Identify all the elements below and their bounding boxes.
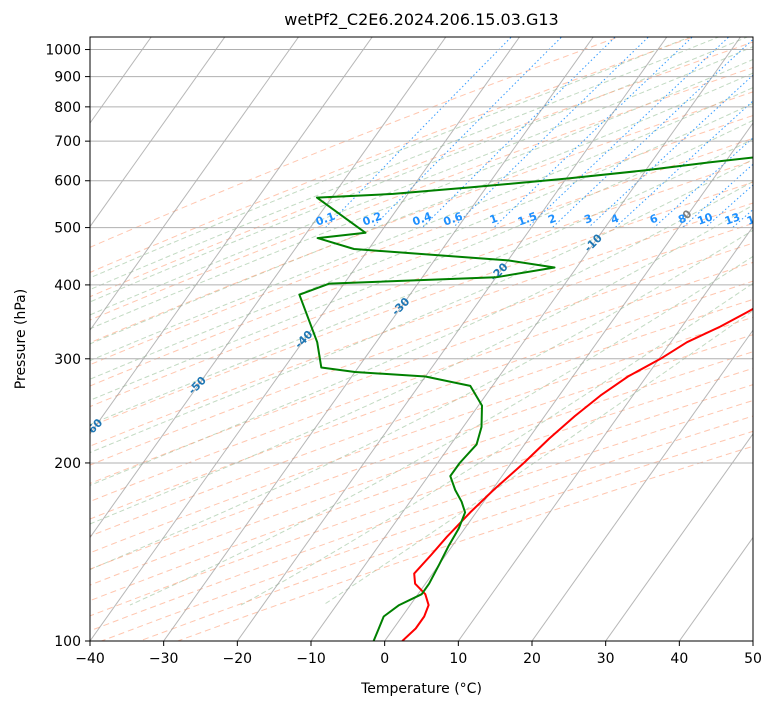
mixing-ratio-label: 0.2 (361, 210, 384, 229)
isotherm (90, 37, 521, 641)
mixing-ratio-line (588, 74, 753, 228)
dry-adiabat (90, 114, 753, 366)
dry-adiabat (90, 316, 753, 554)
x-axis-label: Temperature (°C) (360, 681, 482, 697)
y-tick-label: 200 (54, 456, 81, 472)
y-tick-label: 300 (54, 352, 81, 368)
pressure-gridlines (90, 49, 753, 641)
x-tick-label: −30 (149, 651, 179, 667)
mixing-ratio-label: 0.6 (442, 210, 465, 229)
mixing-ratio-line (682, 163, 753, 228)
x-tick-label: 10 (449, 651, 467, 667)
isotherm (236, 37, 668, 641)
mixing-ratio-label: 10 (696, 210, 715, 228)
y-tick-label: 500 (54, 221, 81, 237)
dry-adiabat (90, 222, 753, 466)
dewpoint-line (298, 156, 753, 641)
dry-adiabat (90, 280, 753, 520)
isotherms (90, 37, 753, 641)
moist-adiabat (90, 72, 753, 345)
y-axis-ticks: 1000 900 800 700 600 500 400 300 200 100 (45, 43, 90, 650)
dry-adiabat (90, 351, 753, 586)
isotherm (310, 37, 742, 641)
isotherm (678, 536, 753, 641)
moist-adiabats (90, 37, 753, 606)
y-tick-label: 1000 (45, 43, 81, 59)
dry-adiabat (90, 91, 753, 344)
x-tick-label: 40 (670, 651, 688, 667)
x-tick-label: −10 (296, 651, 326, 667)
moist-adiabat (90, 158, 753, 454)
mixing-ratio-line (325, 37, 513, 228)
plot-frame (89, 36, 754, 642)
moist-adiabat (322, 310, 753, 606)
moist-adiabat (90, 46, 753, 316)
chart-title: wetPf2_C2E6.2024.206.15.03.G13 (284, 10, 558, 30)
dry-adiabat (90, 202, 753, 447)
y-tick-label: 700 (54, 134, 81, 150)
mixing-ratio-label: 16 (745, 210, 764, 228)
moist-adiabat (90, 138, 753, 426)
profile-series (298, 156, 753, 641)
mixing-ratio-label: 1 (488, 212, 500, 227)
moist-adiabat (90, 102, 753, 380)
mixing-ratio-line (421, 37, 616, 228)
y-tick-label: 400 (54, 278, 81, 294)
x-axis-ticks: −40 −30 −20 −10 0 10 20 30 40 50 (75, 641, 762, 667)
x-tick-label: 30 (597, 651, 615, 667)
temperature-line (401, 307, 753, 641)
isotherm (605, 432, 753, 641)
y-tick-label: 600 (54, 174, 81, 190)
isotherm (163, 37, 594, 641)
x-tick-label: 50 (744, 651, 762, 667)
dry-adiabat (90, 137, 753, 387)
isotherm (531, 329, 753, 641)
isotherm (90, 37, 300, 332)
y-tick-label: 800 (54, 100, 81, 116)
mixing-ratio-label: 2 (546, 212, 558, 227)
x-tick-label: −20 (223, 651, 253, 667)
dry-adiabat (90, 367, 753, 602)
mixing-ratio-line (527, 37, 730, 228)
mixing-ratio-label: 0.1 (314, 210, 337, 229)
mixing-ratio-line (452, 37, 650, 228)
plot-area: -100-90-80-70-60-50-40-30-20-10010203040… (90, 37, 764, 641)
mixing-ratio-label: 0.4 (411, 210, 434, 229)
mixing-ratio-line (614, 100, 753, 228)
mixing-ratio-label: 8 (677, 212, 689, 227)
moist-adiabat (90, 229, 753, 571)
x-tick-label: −40 (75, 651, 105, 667)
isotherm (384, 122, 753, 641)
mixing-ratio-label: 1.5 (516, 210, 539, 229)
moist-adiabat (240, 282, 753, 606)
isotherm (90, 37, 226, 228)
mixing-ratio-label: 3 (583, 212, 595, 227)
isotherm (457, 225, 753, 641)
moist-adiabat (90, 37, 692, 279)
mixing-ratio-label: 4 (609, 212, 621, 227)
y-tick-label: 100 (54, 634, 81, 650)
moist-adiabat (90, 119, 753, 401)
mixing-ratio-lines (325, 37, 753, 228)
isotherm (90, 37, 447, 539)
isotherm (90, 37, 373, 435)
y-tick-label: 900 (54, 70, 81, 86)
x-tick-label: 20 (523, 651, 541, 667)
y-axis-label: Pressure (hPa) (13, 289, 29, 389)
moist-adiabat (90, 204, 753, 525)
moist-adiabat (90, 37, 749, 303)
dry-adiabat (90, 261, 753, 503)
mixing-ratio-label: 6 (648, 212, 660, 227)
mixing-ratio-label: 13 (723, 210, 742, 227)
x-tick-label: 0 (380, 651, 389, 667)
